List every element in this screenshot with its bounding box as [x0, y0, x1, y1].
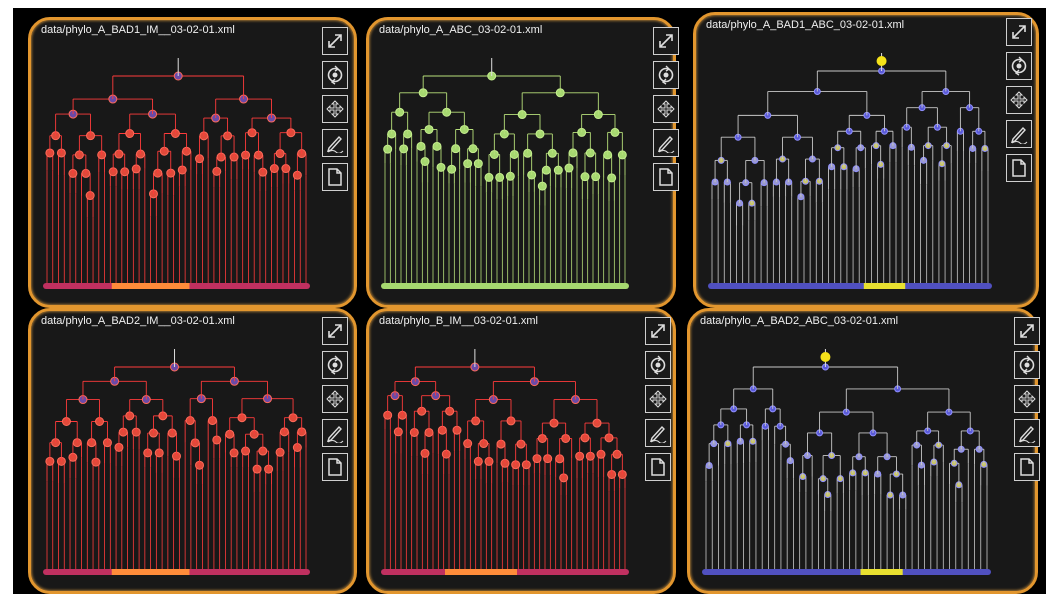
move-icon [648, 389, 668, 409]
phylo-tree-view[interactable] [369, 311, 673, 591]
page-button[interactable] [1014, 453, 1040, 481]
expand-icon [656, 31, 676, 51]
move-icon [1009, 90, 1029, 110]
tree-panel-2[interactable]: data/phylo_A_ABC_03-02-01.xml [366, 17, 676, 308]
workspace: data/phylo_A_BAD1_IM__03-02-01.xml data/… [13, 8, 1046, 594]
pencil-button[interactable] [653, 129, 679, 157]
rotate-icon [325, 355, 345, 375]
pencil-button[interactable] [1006, 120, 1032, 148]
pencil-icon [325, 423, 345, 443]
expand-button[interactable] [1006, 18, 1032, 46]
move-icon [325, 99, 345, 119]
expand-icon [648, 321, 668, 341]
rotate-button[interactable] [645, 351, 671, 379]
page-button[interactable] [645, 453, 671, 481]
rotate-icon [1009, 56, 1029, 76]
page-icon [1017, 457, 1037, 477]
phylo-tree-view[interactable] [31, 311, 354, 591]
panel-title: data/phylo_A_BAD1_IM__03-02-01.xml [41, 24, 235, 36]
pencil-button[interactable] [322, 129, 348, 157]
rotate-icon [325, 65, 345, 85]
panel-title: data/phylo_A_ABC_03-02-01.xml [379, 24, 543, 36]
panel-toolbar-1 [322, 27, 350, 191]
expand-icon [1017, 321, 1037, 341]
tree-panel-1[interactable]: data/phylo_A_BAD1_IM__03-02-01.xml [28, 17, 357, 308]
move-button[interactable] [645, 385, 671, 413]
page-icon [325, 457, 345, 477]
panel-title: data/phylo_A_BAD1_ABC_03-02-01.xml [706, 19, 905, 31]
pencil-button[interactable] [1014, 419, 1040, 447]
rotate-icon [1017, 355, 1037, 375]
phylo-tree-view[interactable] [369, 20, 673, 305]
pencil-icon [648, 423, 668, 443]
move-button[interactable] [1006, 86, 1032, 114]
move-icon [325, 389, 345, 409]
page-icon [648, 457, 668, 477]
move-button[interactable] [1014, 385, 1040, 413]
expand-icon [325, 31, 345, 51]
pencil-icon [1009, 124, 1029, 144]
phylo-tree-view[interactable] [690, 311, 1035, 591]
page-button[interactable] [322, 163, 348, 191]
panel-title: data/phylo_B_IM__03-02-01.xml [379, 315, 538, 327]
panel-toolbar-2 [653, 27, 681, 191]
tree-panel-4[interactable]: data/phylo_A_BAD2_IM__03-02-01.xml [28, 308, 357, 594]
expand-button[interactable] [322, 317, 348, 345]
tree-panel-3[interactable]: data/phylo_A_BAD1_ABC_03-02-01.xml [693, 12, 1039, 308]
pencil-icon [1017, 423, 1037, 443]
expand-button[interactable] [653, 27, 679, 55]
pencil-button[interactable] [322, 419, 348, 447]
phylo-tree-view[interactable] [31, 20, 354, 305]
page-icon [325, 167, 345, 187]
panel-toolbar-6 [1014, 317, 1042, 481]
rotate-button[interactable] [1014, 351, 1040, 379]
move-button[interactable] [322, 385, 348, 413]
rotate-icon [656, 65, 676, 85]
expand-button[interactable] [322, 27, 348, 55]
panel-title: data/phylo_A_BAD2_IM__03-02-01.xml [41, 315, 235, 327]
page-icon [1009, 158, 1029, 178]
move-button[interactable] [653, 95, 679, 123]
page-button[interactable] [653, 163, 679, 191]
move-icon [656, 99, 676, 119]
rotate-button[interactable] [322, 351, 348, 379]
expand-button[interactable] [1014, 317, 1040, 345]
expand-icon [325, 321, 345, 341]
rotate-button[interactable] [653, 61, 679, 89]
tree-panel-5[interactable]: data/phylo_B_IM__03-02-01.xml [366, 308, 676, 594]
rotate-button[interactable] [1006, 52, 1032, 80]
tree-panel-6[interactable]: data/phylo_A_BAD2_ABC_03-02-01.xml [687, 308, 1038, 594]
pencil-button[interactable] [645, 419, 671, 447]
panel-toolbar-3 [1006, 18, 1034, 182]
rotate-icon [648, 355, 668, 375]
move-icon [1017, 389, 1037, 409]
panel-toolbar-5 [645, 317, 673, 481]
panel-title: data/phylo_A_BAD2_ABC_03-02-01.xml [700, 315, 899, 327]
expand-button[interactable] [645, 317, 671, 345]
page-button[interactable] [1006, 154, 1032, 182]
panel-toolbar-4 [322, 317, 350, 481]
pencil-icon [656, 133, 676, 153]
page-button[interactable] [322, 453, 348, 481]
expand-icon [1009, 22, 1029, 42]
pencil-icon [325, 133, 345, 153]
page-icon [656, 167, 676, 187]
move-button[interactable] [322, 95, 348, 123]
phylo-tree-view[interactable] [696, 15, 1036, 305]
rotate-button[interactable] [322, 61, 348, 89]
